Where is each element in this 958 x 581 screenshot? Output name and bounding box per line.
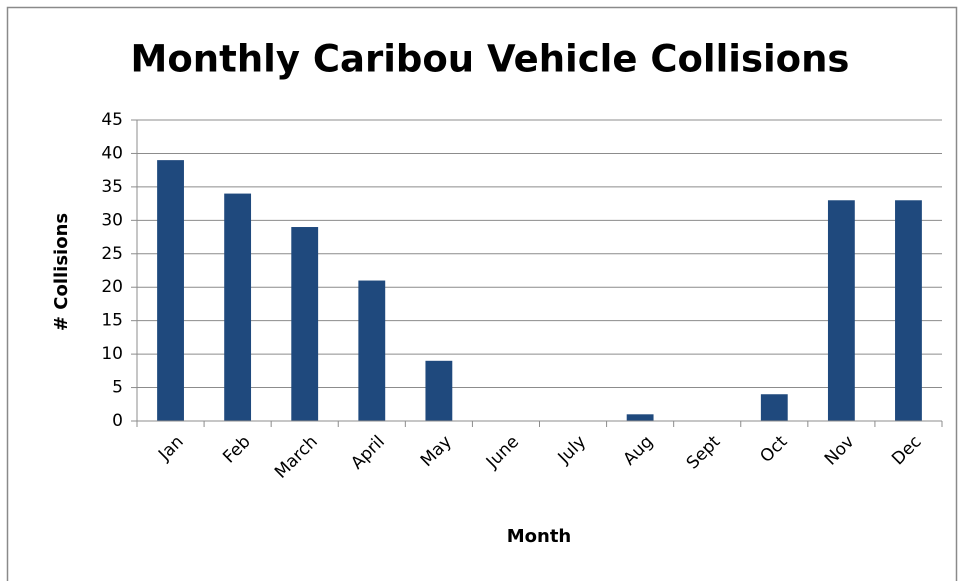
chart-title: Monthly Caribou Vehicle Collisions (131, 38, 850, 81)
y-tick-label: 45 (101, 110, 123, 130)
y-tick-label: 30 (101, 210, 123, 230)
y-tick-label: 25 (101, 244, 123, 264)
y-tick-label: 20 (101, 277, 123, 297)
chart-frame (6, 6, 958, 581)
bar (224, 193, 252, 421)
y-axis-label: # Collisions (51, 213, 72, 331)
y-tick-label: 35 (101, 177, 123, 197)
bar (626, 414, 654, 421)
y-tick-label: 0 (112, 411, 123, 431)
bar (157, 160, 184, 421)
y-tick-label: 40 (101, 143, 123, 163)
x-axis-label: Month (507, 526, 572, 547)
bar (425, 360, 453, 421)
bar (760, 394, 788, 421)
bar (895, 200, 922, 421)
bar (827, 200, 855, 421)
y-tick-label: 10 (101, 344, 123, 364)
bar (291, 227, 319, 421)
bar (358, 280, 386, 421)
y-tick-label: 5 (112, 378, 123, 398)
y-tick-label: 15 (101, 311, 123, 331)
